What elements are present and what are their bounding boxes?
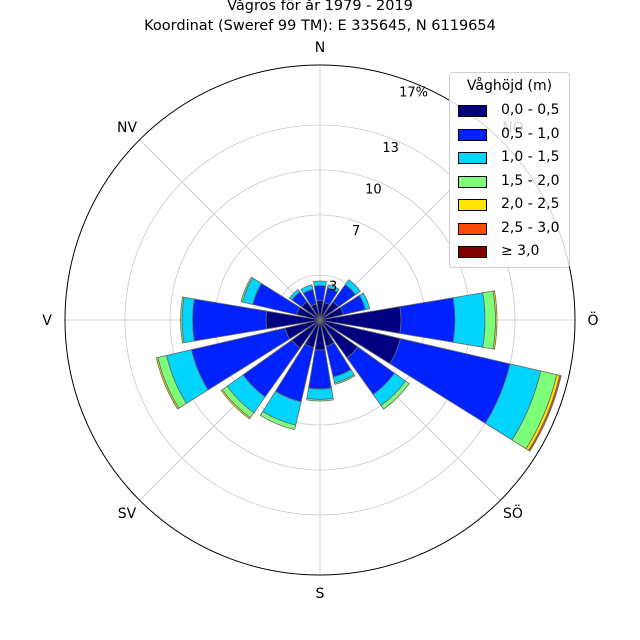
- legend: Våghöjd (m) 0,0 - 0,5 0,5 - 1,0 1,0 - 1,5 1…: [449, 72, 570, 268]
- direction-label-0: N: [315, 40, 325, 56]
- bar-sector-5-bin-5: [528, 374, 562, 452]
- legend-label: 2,0 - 2,5: [501, 196, 560, 212]
- bar-sector-12-bin-2: [181, 296, 195, 344]
- legend-title: Våghöjd (m): [466, 78, 553, 94]
- bar-sector-4-bin-4: [492, 290, 498, 350]
- bar-sector-9-bin-3: [259, 411, 297, 431]
- radial-tick-label-3: 13: [382, 141, 399, 156]
- bar-sector-15-bin-2: [300, 284, 314, 294]
- radial-tick-label-0: 3: [329, 279, 337, 294]
- bar-sector-0-bin-1: [313, 285, 327, 302]
- radial-tick-label-1: 7: [352, 224, 360, 239]
- bar-sector-7-bin-3: [334, 374, 356, 385]
- legend-swatch: [458, 222, 487, 235]
- bar-sector-8-bin-3: [306, 397, 334, 402]
- bar-sector-8-bin-2: [306, 387, 334, 400]
- bar-sector-3-bin-2: [358, 292, 371, 311]
- direction-label-4: S: [316, 586, 325, 602]
- direction-label-3: SÖ: [503, 504, 523, 522]
- direction-label-5: SV: [118, 506, 137, 522]
- legend-swatch: [458, 199, 487, 211]
- legend-label: 0,5 - 1,0: [501, 125, 560, 142]
- legend-label: 2,5 - 3,0: [501, 219, 560, 236]
- legend-swatch: [458, 246, 487, 258]
- legend-swatch: [458, 175, 487, 188]
- bar-sector-11-bin-4: [155, 356, 180, 410]
- bar-sector-10-bin-4: [220, 389, 251, 420]
- direction-label-6: V: [42, 313, 52, 329]
- radial-tick-label-4: 17%: [399, 85, 428, 100]
- bar-sector-1-bin-2: [326, 284, 340, 293]
- bar-sector-6-bin-3: [380, 380, 410, 410]
- legend-swatch: [458, 152, 487, 164]
- legend-label: 1,5 - 2,0: [501, 172, 560, 189]
- bar-sector-12-bin-3: [180, 296, 185, 344]
- legend-swatch: [458, 128, 487, 141]
- bar-sector-13-bin-3: [240, 276, 254, 303]
- bar-sector-4-bin-1: [399, 297, 456, 343]
- bar-sector-0-bin-2: [313, 280, 327, 287]
- legend-label: ≥ 3,0: [501, 243, 540, 259]
- legend-label: 0,0 - 0,5: [501, 102, 560, 118]
- outer-circle: [64, 64, 576, 576]
- bar-sector-4-bin-2: [452, 292, 486, 348]
- direction-label-7: NV: [117, 120, 137, 136]
- bar-sector-2-bin-2: [344, 279, 361, 296]
- chart-subtitle: Koordinat (Sweref 99 TM): E 335645, N 61…: [144, 18, 496, 34]
- legend-swatch: [458, 105, 487, 117]
- legend-label: 1,0 - 1,5: [501, 149, 560, 165]
- bar-sector-5-bin-1: [389, 338, 511, 424]
- sector-bars: [155, 276, 562, 452]
- bar-sector-14-bin-2: [288, 288, 301, 301]
- radial-tick-label-2: 10: [365, 182, 382, 197]
- chart-title: Vågros för år 1979 - 2019: [227, 0, 413, 14]
- bar-sector-4-bin-3: [482, 290, 496, 350]
- direction-label-2: Ö: [587, 311, 598, 329]
- grid-spoke-7: [139, 139, 321, 321]
